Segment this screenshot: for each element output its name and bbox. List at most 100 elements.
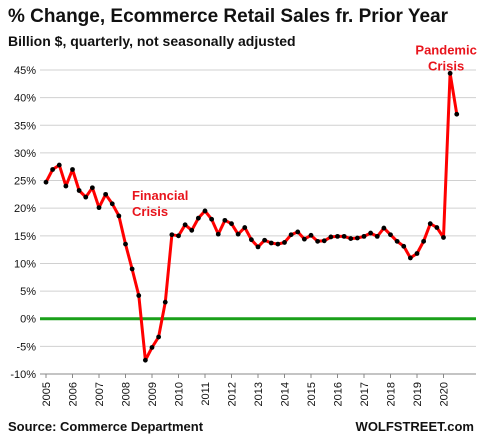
data-point <box>202 208 208 214</box>
data-point <box>361 233 367 239</box>
data-point <box>262 237 268 243</box>
data-point <box>129 266 135 272</box>
series-markers <box>43 70 460 363</box>
data-point <box>43 179 49 185</box>
x-tick-label: 2011 <box>200 382 212 406</box>
data-point <box>169 232 175 238</box>
data-point <box>136 293 142 298</box>
data-point <box>341 233 347 239</box>
data-point <box>149 345 155 350</box>
annotation-label: Financial <box>132 188 188 203</box>
data-point <box>156 334 162 340</box>
data-point <box>381 225 387 231</box>
x-tick-label: 2016 <box>333 382 345 406</box>
data-point <box>235 231 241 237</box>
data-point <box>50 167 56 172</box>
data-point <box>301 236 307 242</box>
x-tick-label: 2015 <box>306 382 318 406</box>
data-point <box>195 215 201 221</box>
data-point <box>394 238 400 244</box>
data-point <box>441 235 446 240</box>
data-point <box>315 238 321 244</box>
data-point <box>427 221 433 227</box>
data-point <box>407 255 413 261</box>
data-point <box>295 229 301 235</box>
data-point <box>176 233 181 239</box>
data-point <box>368 230 374 236</box>
x-tick-label: 2017 <box>359 382 371 406</box>
data-point <box>348 236 354 241</box>
data-point <box>162 299 168 305</box>
data-point <box>434 225 440 230</box>
x-tick-label: 2014 <box>280 382 292 406</box>
y-tick-label: -5% <box>16 341 36 353</box>
x-tick-label: 2007 <box>94 382 106 406</box>
data-point <box>308 232 314 238</box>
data-point <box>288 232 294 238</box>
series-line <box>44 71 459 362</box>
data-point <box>255 244 261 250</box>
x-tick-label: 2010 <box>174 382 186 406</box>
data-point <box>215 231 221 237</box>
data-point <box>275 241 281 247</box>
data-point <box>116 213 122 219</box>
x-tick-label: 2020 <box>439 382 451 406</box>
data-point <box>229 221 234 227</box>
x-tick-label: 2018 <box>386 382 398 406</box>
y-tick-label: 20% <box>14 203 36 215</box>
data-point <box>374 233 380 239</box>
x-axis: 2005 2006 2007 2008 2009 2010 2011 2012 2013 2014… <box>40 373 476 406</box>
y-tick-label: 30% <box>14 148 36 160</box>
gridlines <box>40 69 476 375</box>
y-tick-label: 5% <box>20 286 36 298</box>
data-point <box>123 241 128 247</box>
data-point <box>103 191 109 197</box>
y-tick-label: 25% <box>14 176 36 188</box>
data-point <box>248 237 254 243</box>
chart-title: % Change, Ecommerce Retail Sales fr. Pri… <box>8 6 449 27</box>
data-point <box>421 238 427 244</box>
data-point <box>96 205 102 211</box>
data-point <box>63 183 69 189</box>
x-tick-label: 2005 <box>41 382 53 406</box>
data-point <box>447 70 453 76</box>
y-tick-label: 0% <box>20 314 36 326</box>
data-point <box>414 251 420 256</box>
chart-subtitle: Billion $, quarterly, not seasonally adj… <box>8 33 296 49</box>
data-point <box>189 227 195 233</box>
annotation-label: Crisis <box>428 58 464 73</box>
annotation-label: Crisis <box>132 204 168 219</box>
x-tick-label: 2008 <box>121 382 133 406</box>
data-point <box>109 201 115 207</box>
data-point <box>401 243 407 249</box>
source-note: Source: Commerce Department <box>8 419 204 434</box>
data-point <box>142 357 148 363</box>
data-point <box>242 225 248 230</box>
data-point <box>321 238 327 244</box>
data-point <box>209 216 215 222</box>
data-point <box>354 235 360 241</box>
data-point <box>282 240 287 245</box>
y-axis-tick-labels: -10% -5% 0% 5% 10% 15% 20% 25% 30% 35% 40% 45% <box>10 65 36 381</box>
y-tick-label: 45% <box>14 65 36 77</box>
y-tick-label: 15% <box>14 231 36 243</box>
data-point <box>388 232 393 238</box>
x-tick-label: 2013 <box>253 382 265 406</box>
x-tick-label: 2012 <box>227 382 239 406</box>
data-point <box>56 162 62 168</box>
y-tick-label: 10% <box>14 258 36 270</box>
data-point <box>328 234 334 240</box>
data-point <box>76 188 82 193</box>
data-point <box>182 222 188 228</box>
data-point <box>335 233 340 239</box>
data-point <box>70 167 75 172</box>
data-point <box>83 194 89 200</box>
series-polyline <box>44 71 459 362</box>
x-tick-label: 2019 <box>412 382 424 406</box>
y-tick-label: 35% <box>14 120 36 132</box>
data-point <box>454 111 460 117</box>
brand-logo-text[interactable]: WOLFSTREET.com <box>355 419 474 434</box>
y-tick-label: -10% <box>10 369 36 381</box>
